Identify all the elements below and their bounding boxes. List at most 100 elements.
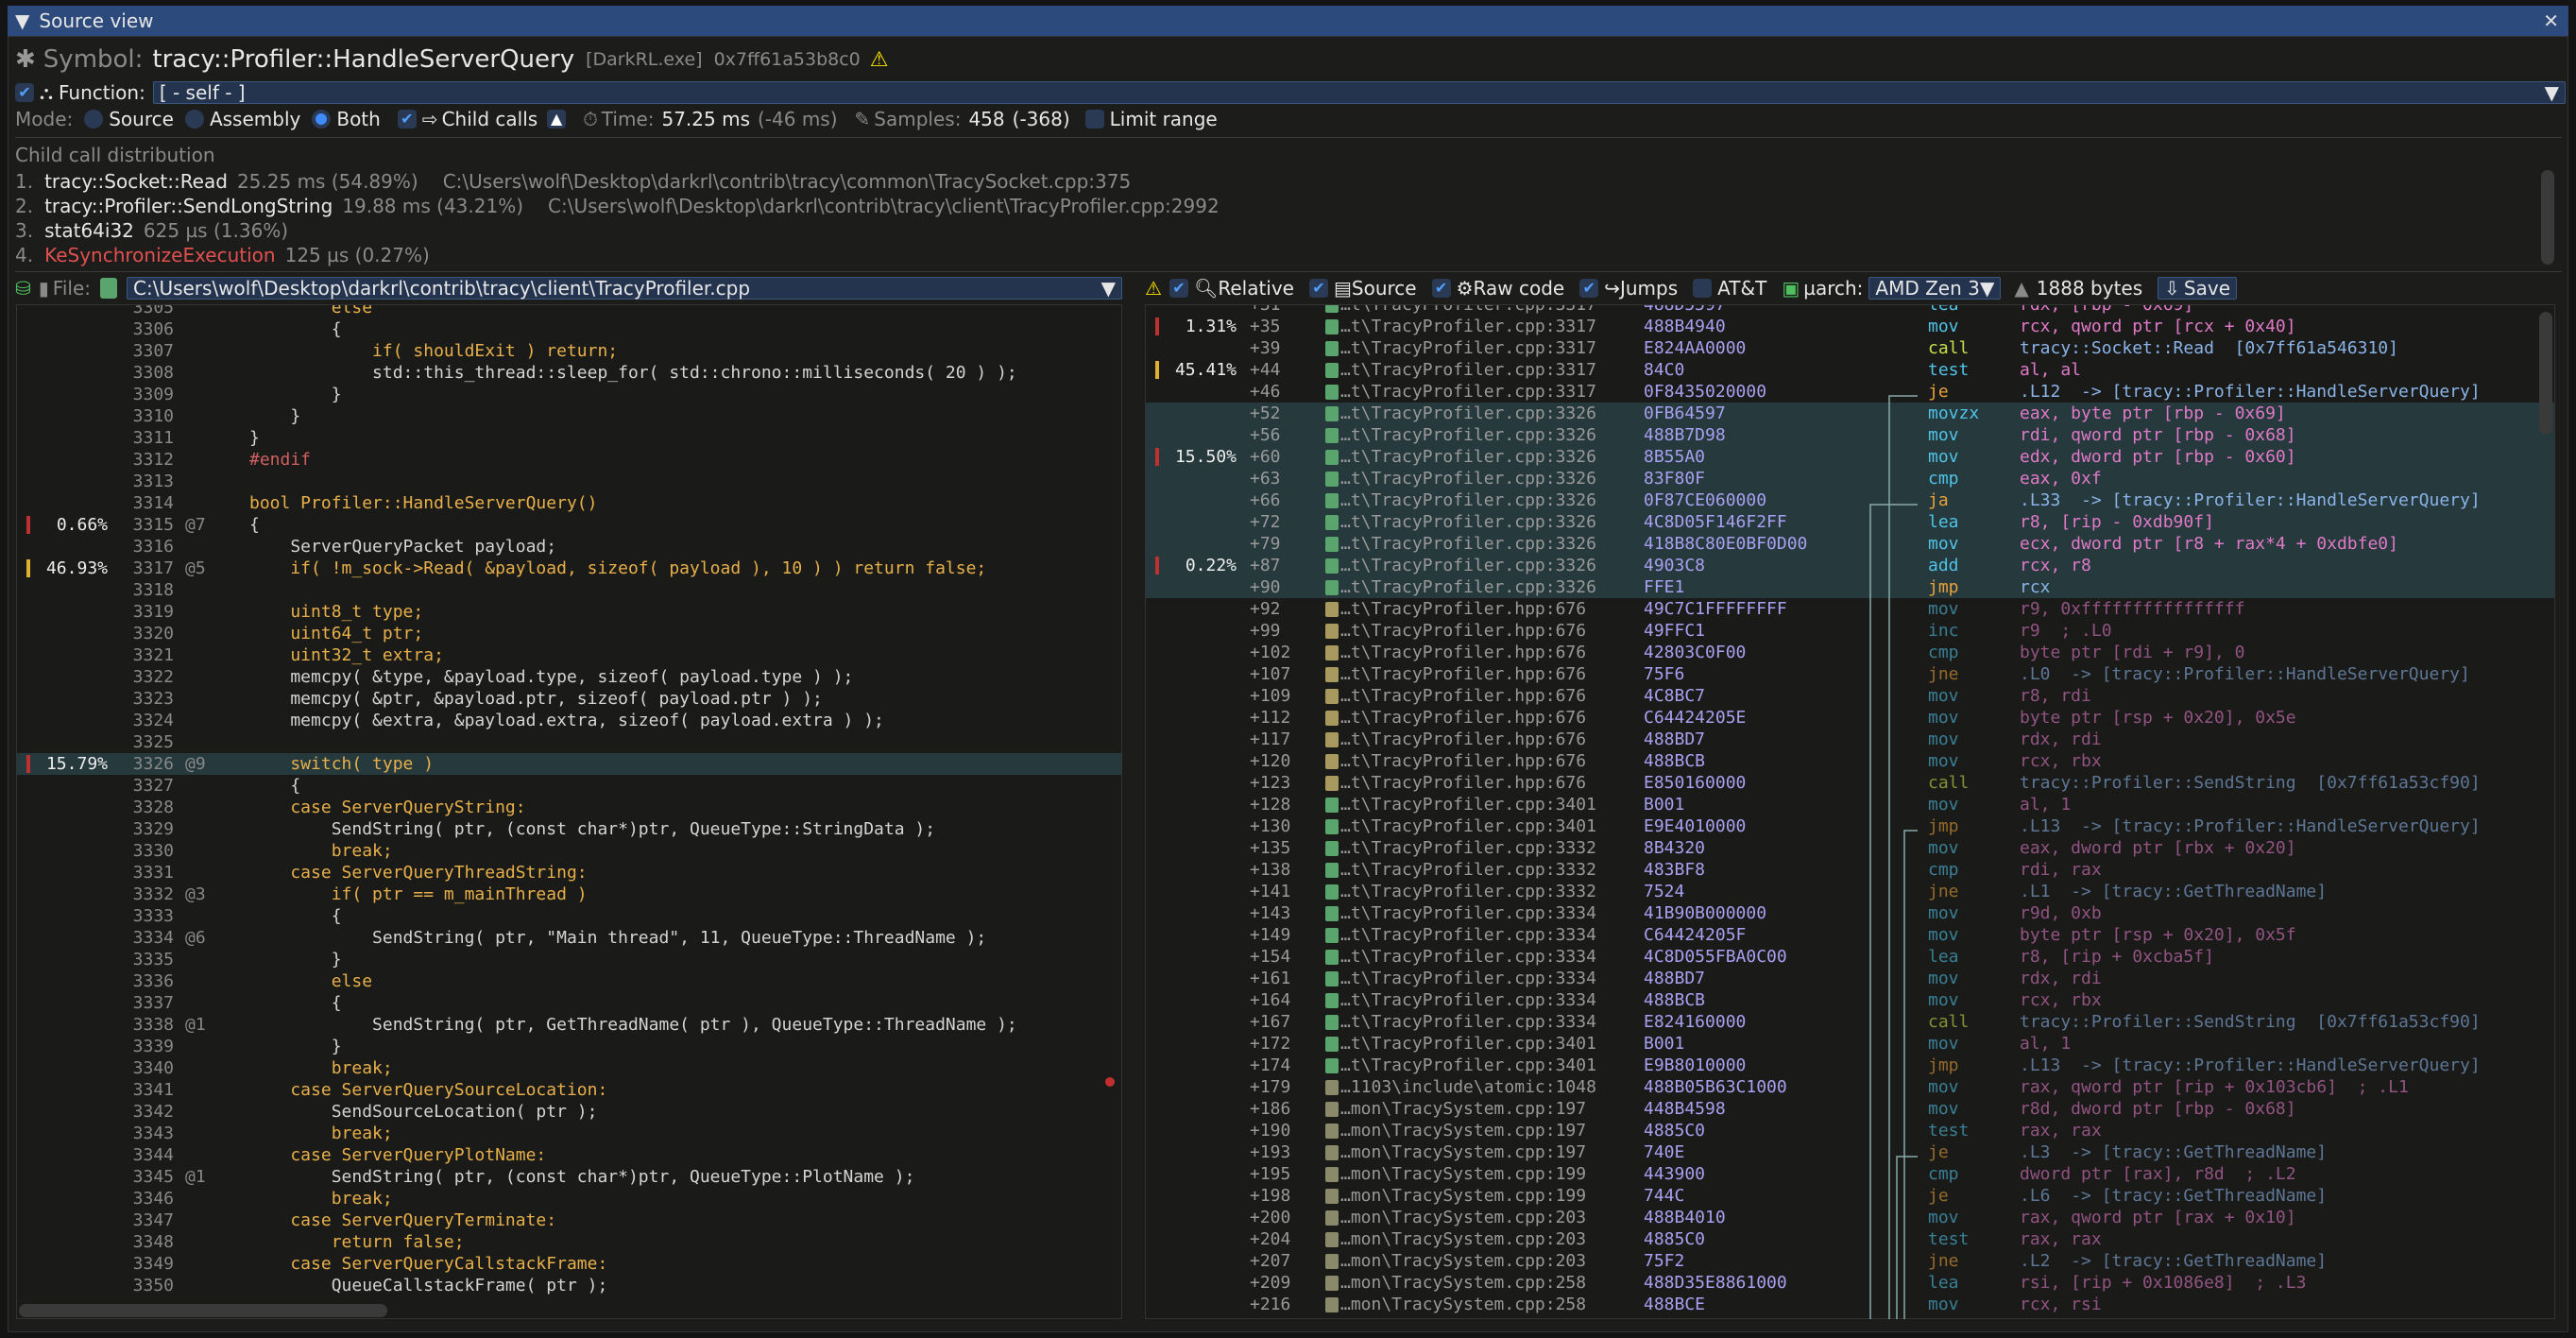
assembly-line[interactable]: +107 …t\TracyProfiler.hpp:676 75F6 jne .L0 -… <box>1146 663 2554 685</box>
child-call-item[interactable]: 2. tracy::Profiler::SendLongString 19.88 m… <box>15 194 2547 218</box>
source-line[interactable]: 3332 @3 if( ptr == m_mainThread ) <box>17 883 1121 905</box>
source-location[interactable]: …t\TracyProfiler.cpp:3317 <box>1340 317 1596 336</box>
operands[interactable]: .L12 -> [tracy::Profiler::HandleServerQu… <box>2020 382 2481 402</box>
att-label[interactable]: AT&T <box>1717 277 1767 300</box>
source-line[interactable]: 3325 <box>17 731 1121 753</box>
mnemonic[interactable]: cmp <box>1928 1164 1959 1184</box>
source-location[interactable]: …t\TracyProfiler.hpp:676 <box>1340 708 1587 728</box>
limit-range-checkbox[interactable]: ✔ <box>1084 110 1104 129</box>
source-location[interactable]: …t\TracyProfiler.cpp:3326 <box>1340 490 1596 510</box>
child-call-item[interactable]: 1. tracy::Socket::Read 25.25 ms (54.89%) C:… <box>15 169 2547 194</box>
source-line[interactable]: 3320 uint64_t ptr; <box>17 623 1121 644</box>
source-location[interactable]: …t\TracyProfiler.hpp:676 <box>1340 686 1587 706</box>
mnemonic[interactable]: mov <box>1928 969 1959 988</box>
child-calls-checkbox[interactable]: ✔ <box>397 110 417 129</box>
source-horizontal-scrollbar[interactable] <box>19 1304 387 1317</box>
mnemonic[interactable]: lea <box>1928 947 1959 967</box>
source-line[interactable]: 3311} <box>17 427 1121 449</box>
source-location[interactable]: …t\TracyProfiler.hpp:676 <box>1340 599 1587 619</box>
source-line[interactable]: 3318 <box>17 579 1121 601</box>
mnemonic[interactable]: lea <box>1928 1273 1959 1293</box>
operands[interactable]: .L1 -> [tracy::GetThreadName] <box>2020 882 2328 901</box>
source-line[interactable]: 46.93% 3317 @5 if( !m_sock->Read( &payload… <box>17 558 1121 579</box>
assembly-line[interactable]: +198 …mon\TracySystem.cpp:199 744C je .L6 ->… <box>1146 1185 2554 1207</box>
source-location[interactable]: …t\TracyProfiler.cpp:3401 <box>1340 1034 1596 1054</box>
child-calls-label[interactable]: Child calls <box>441 108 538 130</box>
source-line[interactable]: 3313 <box>17 471 1121 492</box>
mode-assembly-label[interactable]: Assembly <box>209 108 301 130</box>
mnemonic[interactable]: cmp <box>1928 643 1959 662</box>
collapse-triangle-icon[interactable]: ▼ <box>15 9 30 32</box>
source-location[interactable]: …mon\TracySystem.cpp:197 <box>1340 1099 1587 1119</box>
assembly-line[interactable]: +154 …t\TracyProfiler.cpp:3334 4C8D055FBA0… <box>1146 946 2554 968</box>
mnemonic[interactable]: call <box>1928 338 1970 358</box>
source-location[interactable]: …mon\TracySystem.cpp:197 <box>1340 1121 1587 1141</box>
source-line[interactable]: 3312 #endif <box>17 449 1121 471</box>
source-line[interactable]: 3338 @1 SendString( ptr, GetThreadName( p… <box>17 1014 1121 1036</box>
mnemonic[interactable]: cmp <box>1928 469 1959 489</box>
assembly-line[interactable]: +174 …t\TracyProfiler.cpp:3401 E9B8010000 j… <box>1146 1055 2554 1076</box>
source-location[interactable]: …t\TracyProfiler.cpp:3334 <box>1340 990 1596 1010</box>
source-line[interactable]: 3337 { <box>17 992 1121 1014</box>
source-line[interactable]: 3340 break; <box>17 1057 1121 1079</box>
assembly-line[interactable]: +216 …mon\TracySystem.cpp:258 488BCE mov rcx… <box>1146 1294 2554 1315</box>
assembly-line[interactable]: +209 …mon\TracySystem.cpp:258 488D35E88610… <box>1146 1272 2554 1294</box>
child-call-path[interactable]: C:\Users\wolf\Desktop\darkrl\contrib\tra… <box>442 170 1132 193</box>
source-location[interactable]: …t\TracyProfiler.cpp:3401 <box>1340 816 1596 836</box>
source-location[interactable]: …t\TracyProfiler.cpp:3317 <box>1340 338 1596 358</box>
operands[interactable]: tracy::Profiler::SendString [0x7ff61a53c… <box>2020 1012 2481 1032</box>
mnemonic[interactable]: mov <box>1928 447 1959 467</box>
source-line[interactable]: 3324 memcpy( &extra, &payload.extra, siz… <box>17 710 1121 731</box>
source-location[interactable]: …t\TracyProfiler.cpp:3334 <box>1340 903 1596 923</box>
source-label[interactable]: Source <box>1351 277 1417 300</box>
assembly-line[interactable]: +195 …mon\TracySystem.cpp:199 443900 cmp dwo… <box>1146 1163 2554 1185</box>
source-location[interactable]: …t\TracyProfiler.cpp:3401 <box>1340 795 1596 815</box>
limit-range-label[interactable]: Limit range <box>1109 108 1218 130</box>
source-line[interactable]: 3348 return false; <box>17 1231 1121 1253</box>
source-location[interactable]: …mon\TracySystem.cpp:203 <box>1340 1229 1587 1249</box>
source-line[interactable]: 3327 { <box>17 775 1121 797</box>
source-location[interactable]: …t\TracyProfiler.cpp:3334 <box>1340 1012 1596 1032</box>
mnemonic[interactable]: mov <box>1928 534 1959 554</box>
source-line[interactable]: 3334 @6 SendString( ptr, "Main thread", 1… <box>17 927 1121 949</box>
mode-both-label[interactable]: Both <box>336 108 381 130</box>
assembly-line[interactable]: +63 …t\TracyProfiler.cpp:3326 83F80F cmp eax… <box>1146 468 2554 489</box>
source-location[interactable]: …t\TracyProfiler.cpp:3326 <box>1340 447 1596 467</box>
source-checkbox[interactable]: ✔ <box>1308 279 1328 298</box>
source-line[interactable]: 3330 break; <box>17 840 1121 862</box>
assembly-line[interactable]: +79 …t\TracyProfiler.cpp:3326 418B8C80E0BF… <box>1146 533 2554 555</box>
source-location[interactable]: …t\TracyProfiler.cpp:3334 <box>1340 925 1596 945</box>
mode-both-radio[interactable] <box>312 110 332 129</box>
raw-code-label[interactable]: Raw code <box>1473 277 1565 300</box>
mnemonic[interactable]: mov <box>1928 1295 1959 1314</box>
mnemonic[interactable]: jmp <box>1928 577 1959 597</box>
source-line[interactable]: 15.79% 3326 @9 switch( type ) <box>17 753 1121 775</box>
source-line[interactable]: 3308 std::this_thread::sleep_for( std::c… <box>17 362 1121 384</box>
source-line[interactable]: 3307 if( shouldExit ) return; <box>17 340 1121 362</box>
source-location[interactable]: …t\TracyProfiler.cpp:3401 <box>1340 1055 1596 1075</box>
operands[interactable]: tracy::Profiler::SendString [0x7ff61a53c… <box>2020 773 2481 793</box>
source-location[interactable]: …t\TracyProfiler.hpp:676 <box>1340 664 1587 684</box>
source-line[interactable]: 3322 memcpy( &type, &payload.type, sizeo… <box>17 666 1121 688</box>
source-location[interactable]: …t\TracyProfiler.hpp:676 <box>1340 643 1587 662</box>
assembly-line[interactable]: +72 …t\TracyProfiler.cpp:3326 4C8D05F146F2… <box>1146 511 2554 533</box>
source-line[interactable]: 3305 else <box>17 305 1121 318</box>
mode-source-label[interactable]: Source <box>109 108 174 130</box>
source-line[interactable]: 3342 SendSourceLocation( ptr ); <box>17 1101 1121 1123</box>
mnemonic[interactable]: mov <box>1928 729 1959 749</box>
assembly-line[interactable]: +207 …mon\TracySystem.cpp:203 75F2 jne .L2 -… <box>1146 1250 2554 1272</box>
warning-icon[interactable]: ⚠ <box>869 47 889 72</box>
mnemonic[interactable]: movzx <box>1928 403 1980 423</box>
child-call-name[interactable]: stat64i32 <box>44 219 134 242</box>
mnemonic[interactable]: jmp <box>1928 816 1959 836</box>
source-location[interactable]: …t\TracyProfiler.hpp:676 <box>1340 773 1587 793</box>
assembly-line[interactable]: +46 …t\TracyProfiler.cpp:3317 0F8435020000… <box>1146 381 2554 403</box>
source-line[interactable]: 3310 } <box>17 405 1121 427</box>
source-line[interactable]: 3328 case ServerQueryString: <box>17 797 1121 818</box>
child-call-name[interactable]: tracy::Socket::Read <box>44 170 228 193</box>
operands[interactable]: .L13 -> [tracy::Profiler::HandleServerQu… <box>2020 1055 2481 1075</box>
source-line[interactable]: 3314 bool Profiler::HandleServerQuery() <box>17 492 1121 514</box>
source-location[interactable]: …t\TracyProfiler.cpp:3334 <box>1340 969 1596 988</box>
mnemonic[interactable]: je <box>1928 382 1949 402</box>
mnemonic[interactable]: mov <box>1928 708 1959 728</box>
